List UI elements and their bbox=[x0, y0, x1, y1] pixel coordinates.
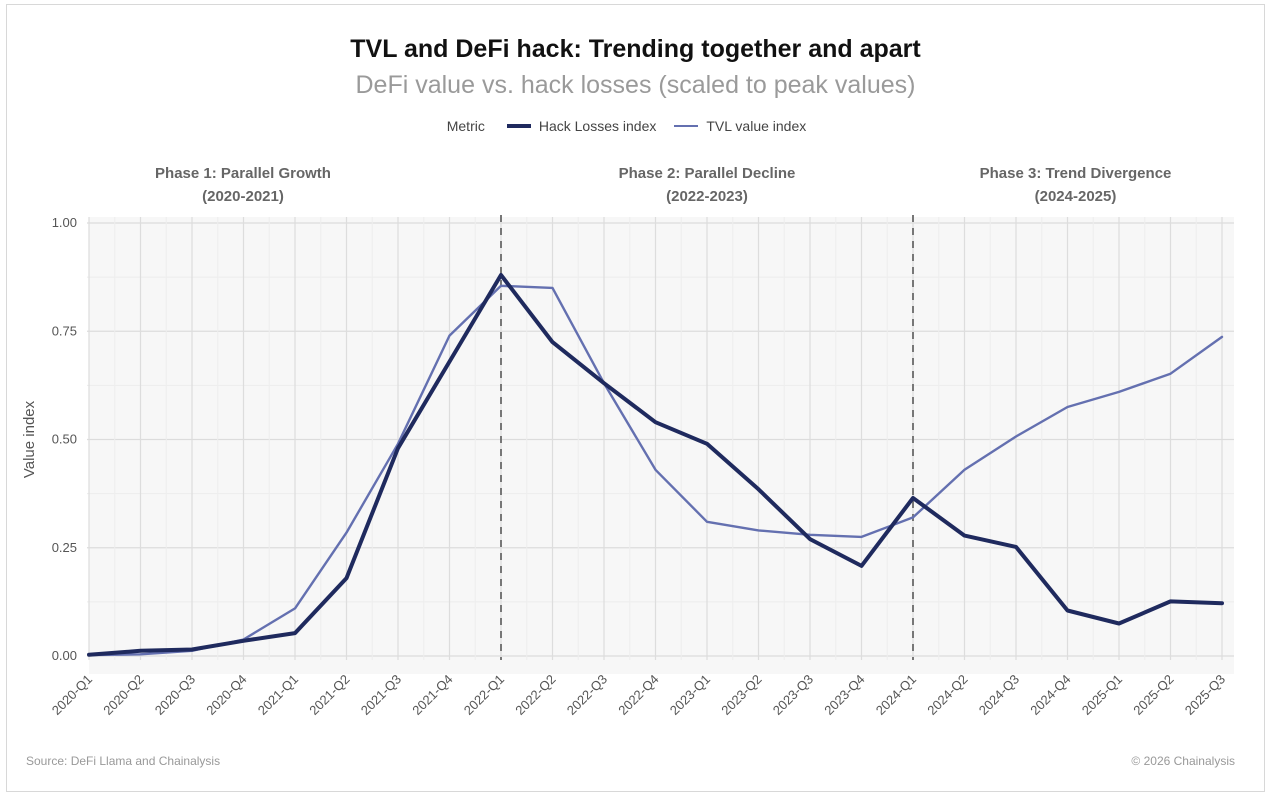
x-tick-label: 2022-Q3 bbox=[564, 672, 610, 718]
x-tick-label: 2020-Q4 bbox=[203, 672, 249, 718]
copyright-note: © 2026 Chainalysis bbox=[1131, 754, 1235, 768]
x-tick-label: 2022-Q4 bbox=[615, 672, 661, 718]
x-tick-label: 2023-Q4 bbox=[821, 672, 867, 718]
x-tick-label: 2023-Q1 bbox=[667, 672, 713, 718]
legend-swatch-tvl-value bbox=[674, 125, 699, 127]
x-tick-label: 2022-Q2 bbox=[512, 672, 558, 718]
series-line-tvl-value bbox=[87, 284, 1224, 657]
x-tick-label: 2023-Q3 bbox=[770, 672, 816, 718]
x-tick-label: 2021-Q3 bbox=[358, 672, 404, 718]
legend-swatch-hack-losses bbox=[506, 124, 531, 128]
y-tick-label: 0.50 bbox=[52, 432, 77, 447]
legend-title: Metric bbox=[446, 118, 485, 134]
chart-title: TVL and DeFi hack: Trending together and… bbox=[350, 35, 921, 63]
x-tick-label: 2025-Q2 bbox=[1130, 672, 1176, 718]
y-tick-label: 0.75 bbox=[52, 323, 77, 338]
x-tick-label: 2021-Q1 bbox=[255, 672, 301, 718]
phase-years: (2020-2021) bbox=[202, 188, 284, 205]
x-tick-label: 2022-Q1 bbox=[461, 672, 507, 718]
x-tick-label: 2021-Q2 bbox=[306, 672, 352, 718]
phase-title: Phase 3: Trend Divergence bbox=[980, 165, 1172, 182]
y-tick-label: 0.25 bbox=[52, 540, 77, 555]
plot-background bbox=[89, 217, 1234, 674]
x-tick-label: 2020-Q2 bbox=[100, 672, 146, 718]
legend-item-tvl-value: TVL value index bbox=[674, 118, 806, 134]
phase-title: Phase 1: Parallel Growth bbox=[155, 165, 331, 182]
source-note: Source: DeFi Llama and Chainalysis bbox=[26, 754, 221, 768]
legend-item-hack-losses: Hack Losses index bbox=[506, 118, 657, 134]
series-line-hack-losses bbox=[87, 273, 1224, 657]
phase-title: Phase 2: Parallel Decline bbox=[619, 165, 796, 182]
legend: Metric Hack Losses index TVL value index bbox=[0, 118, 1271, 134]
chart-subtitle: DeFi value vs. hack losses (scaled to pe… bbox=[355, 71, 916, 99]
y-axis-label: Value index bbox=[21, 400, 38, 478]
phase-years: (2024-2025) bbox=[1035, 188, 1117, 205]
legend-label-hack-losses: Hack Losses index bbox=[538, 118, 657, 134]
x-tick-label: 2020-Q3 bbox=[152, 672, 198, 718]
x-tick-label: 2021-Q4 bbox=[409, 672, 455, 718]
x-tick-label: 2023-Q2 bbox=[718, 672, 764, 718]
x-tick-label: 2020-Q1 bbox=[49, 672, 95, 718]
x-tick-label: 2024-Q1 bbox=[873, 672, 919, 718]
x-tick-label: 2024-Q2 bbox=[924, 672, 970, 718]
x-tick-label: 2025-Q1 bbox=[1079, 672, 1125, 718]
x-tick-label: 2024-Q3 bbox=[976, 672, 1022, 718]
legend-label-tvl-value: TVL value index bbox=[706, 118, 807, 134]
y-tick-label: 0.00 bbox=[52, 648, 77, 663]
phase-years: (2022-2023) bbox=[666, 188, 748, 205]
x-tick-label: 2025-Q3 bbox=[1182, 672, 1228, 718]
x-tick-label: 2024-Q4 bbox=[1027, 672, 1073, 718]
y-tick-label: 1.00 bbox=[52, 215, 77, 230]
